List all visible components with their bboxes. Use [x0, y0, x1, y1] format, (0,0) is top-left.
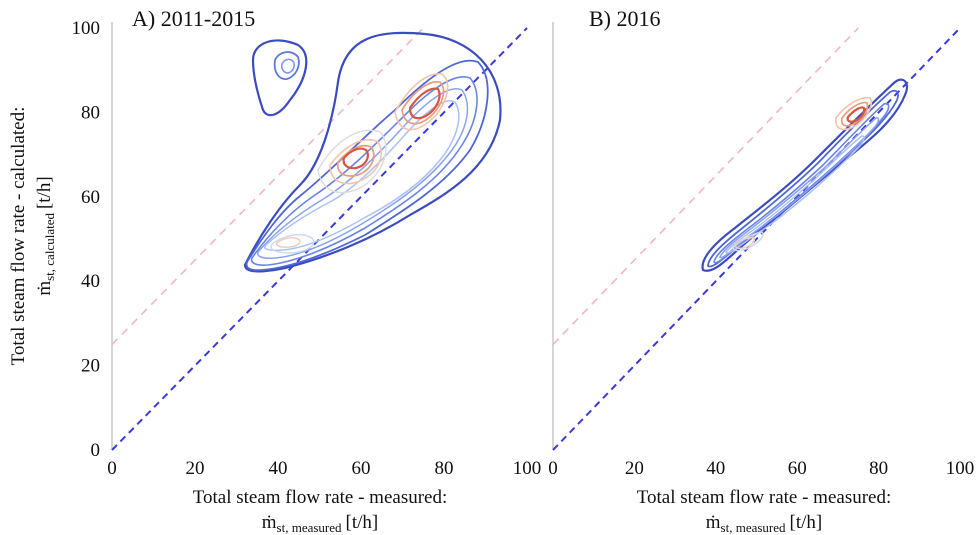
panel-a-contour — [342, 147, 369, 170]
panel-b-x-tick-label: 60 — [788, 458, 807, 479]
panel-a-contour — [280, 58, 295, 74]
panel-a-identity-line — [111, 27, 528, 451]
panel-a-contour — [408, 87, 441, 120]
panel-a-contour — [263, 100, 460, 252]
panel-b-contour — [835, 96, 873, 131]
panel-a-contour — [336, 144, 375, 177]
panel-a-contour — [250, 76, 478, 266]
panel-a-contour — [251, 39, 308, 117]
panel-b-x-axis-sublabel: ṁst, measured [t/h] — [706, 512, 822, 535]
panel-b-contour-outer — [701, 78, 909, 272]
panel-a-x-tick-label: 0 — [107, 458, 117, 479]
panel-a-y-tick-label: 100 — [72, 18, 101, 39]
panel-b-offset-line — [552, 27, 859, 346]
panel-b-x-ticks: 0 20 40 60 80 100 — [548, 458, 974, 479]
panel-b-title: B) 2016 — [589, 6, 661, 31]
panel-b-x-tick-label: 80 — [869, 458, 888, 479]
panel-a-contours — [243, 31, 502, 273]
panel-a-y-ticks: 0 20 40 60 80 100 — [72, 18, 101, 461]
panel-a-contour — [275, 237, 301, 248]
panel-a-x-axis-label: Total steam flow rate - measured: — [193, 487, 448, 508]
panel-b-contour — [846, 106, 866, 123]
panel-b-contours — [701, 78, 909, 272]
panel-a-contour — [329, 139, 382, 185]
panel-a-x-tick-label: 100 — [513, 458, 542, 479]
panel-a-offset-line — [111, 27, 424, 346]
panel-a-contour — [270, 233, 315, 254]
panel-a-y-tick-label: 20 — [81, 356, 100, 377]
panel-a-x-tick-label: 20 — [186, 458, 205, 479]
panel-b-x-axis-label: Total steam flow rate - measured: — [637, 487, 892, 508]
panel-a-y-tick-label: 60 — [81, 187, 100, 208]
panel-a-x-ticks: 0 20 40 60 80 100 — [107, 458, 541, 479]
panel-b-identity-line — [552, 27, 961, 451]
panel-b-x-tick-label: 0 — [548, 458, 558, 479]
panel-a-y-axis-label: Total steam flow rate - calculated: — [8, 107, 29, 366]
panel-b-x-tick-label: 20 — [625, 458, 644, 479]
panel-b-contour — [840, 101, 869, 127]
panel-a-title: A) 2011-2015 — [132, 6, 255, 31]
panel-b: 0 20 40 60 80 100 B) 2016 Total steam flow ra… — [548, 6, 974, 535]
panel-a-contour — [256, 88, 469, 259]
panel-a-x-axis-sublabel: ṁst, measured [t/h] — [262, 512, 378, 535]
panel-a-contour — [273, 51, 300, 80]
panel-a-contour — [394, 73, 449, 131]
panel-a: 0 20 40 60 80 100 0 20 40 60 80 100 A) 2011-2015 T… — [8, 6, 541, 535]
panel-a-x-tick-label: 80 — [435, 458, 454, 479]
panel-a-contour — [401, 80, 445, 125]
panel-a-x-tick-label: 40 — [269, 458, 288, 479]
panel-a-contour — [245, 59, 489, 272]
panel-b-contour — [719, 117, 880, 259]
panel-a-y-tick-label: 80 — [81, 102, 100, 123]
panel-a-contour — [317, 129, 387, 194]
panel-b-contour — [734, 237, 756, 250]
panel-b-x-tick-label: 40 — [706, 458, 725, 479]
panel-b-x-tick-label: 100 — [946, 458, 975, 479]
panel-a-y-tick-label: 40 — [81, 271, 100, 292]
panel-b-contour — [725, 135, 865, 254]
panel-a-y-tick-label: 0 — [91, 440, 101, 461]
panel-a-contour-outer — [243, 31, 502, 273]
panel-a-x-tick-label: 60 — [352, 458, 371, 479]
panel-a-y-axis-sublabel: ṁst, calculated[t/h] — [34, 176, 57, 295]
